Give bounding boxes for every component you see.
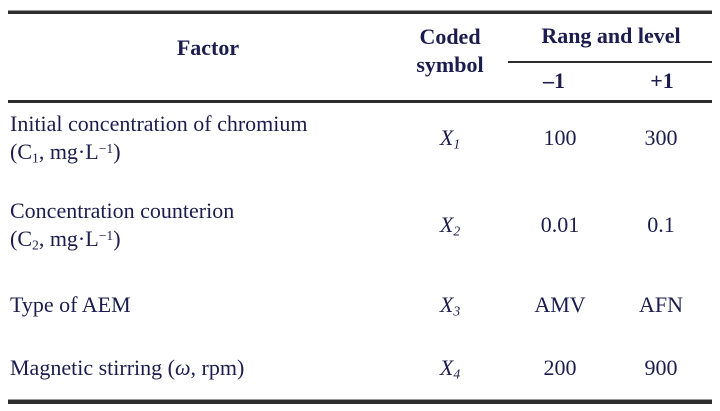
low-value-cell: AMV bbox=[534, 292, 586, 317]
table-row: Initial concentration of chromium (C1, mg… bbox=[8, 106, 712, 170]
symbol-cell: X2 bbox=[439, 212, 461, 239]
header-bottom-rule bbox=[8, 100, 712, 103]
top-rule bbox=[8, 11, 712, 14]
header-high-level: +1 bbox=[650, 68, 674, 93]
symbol-cell: X4 bbox=[439, 355, 461, 382]
symbol-cell: X3 bbox=[439, 292, 461, 319]
high-value-cell: 0.1 bbox=[647, 212, 675, 237]
header-low-level: –1 bbox=[543, 68, 565, 93]
bottom-rule bbox=[8, 400, 712, 404]
factor-cell: Initial concentration of chromium (C1, mg… bbox=[10, 111, 308, 166]
header-coded-symbol-line1: Coded bbox=[419, 24, 481, 49]
range-group-underline bbox=[508, 61, 712, 63]
header-range-group: Rang and level bbox=[541, 23, 681, 48]
header-coded-symbol-line2: symbol bbox=[416, 52, 484, 77]
high-value-cell: AFN bbox=[638, 292, 683, 317]
factor-cell: Magnetic stirring (ω, rpm) bbox=[10, 355, 245, 380]
high-value-cell: 900 bbox=[644, 355, 678, 380]
low-value-cell: 100 bbox=[543, 125, 577, 150]
factor-cell: Type of AEM bbox=[10, 292, 131, 317]
table-row: Concentration counterion (C2, mg·L−1) X2 … bbox=[8, 193, 712, 257]
table-row: Type of AEM X3 AMV AFN bbox=[8, 283, 712, 327]
low-value-cell: 200 bbox=[543, 355, 577, 380]
table-row: Magnetic stirring (ω, rpm) X4 200 900 bbox=[8, 346, 712, 390]
factor-cell: Concentration counterion (C2, mg·L−1) bbox=[10, 198, 235, 253]
header-factor: Factor bbox=[176, 35, 240, 60]
omega-symbol: ω bbox=[174, 355, 191, 380]
symbol-cell: X1 bbox=[439, 125, 461, 152]
high-value-cell: 300 bbox=[644, 125, 678, 150]
low-value-cell: 0.01 bbox=[540, 212, 580, 237]
